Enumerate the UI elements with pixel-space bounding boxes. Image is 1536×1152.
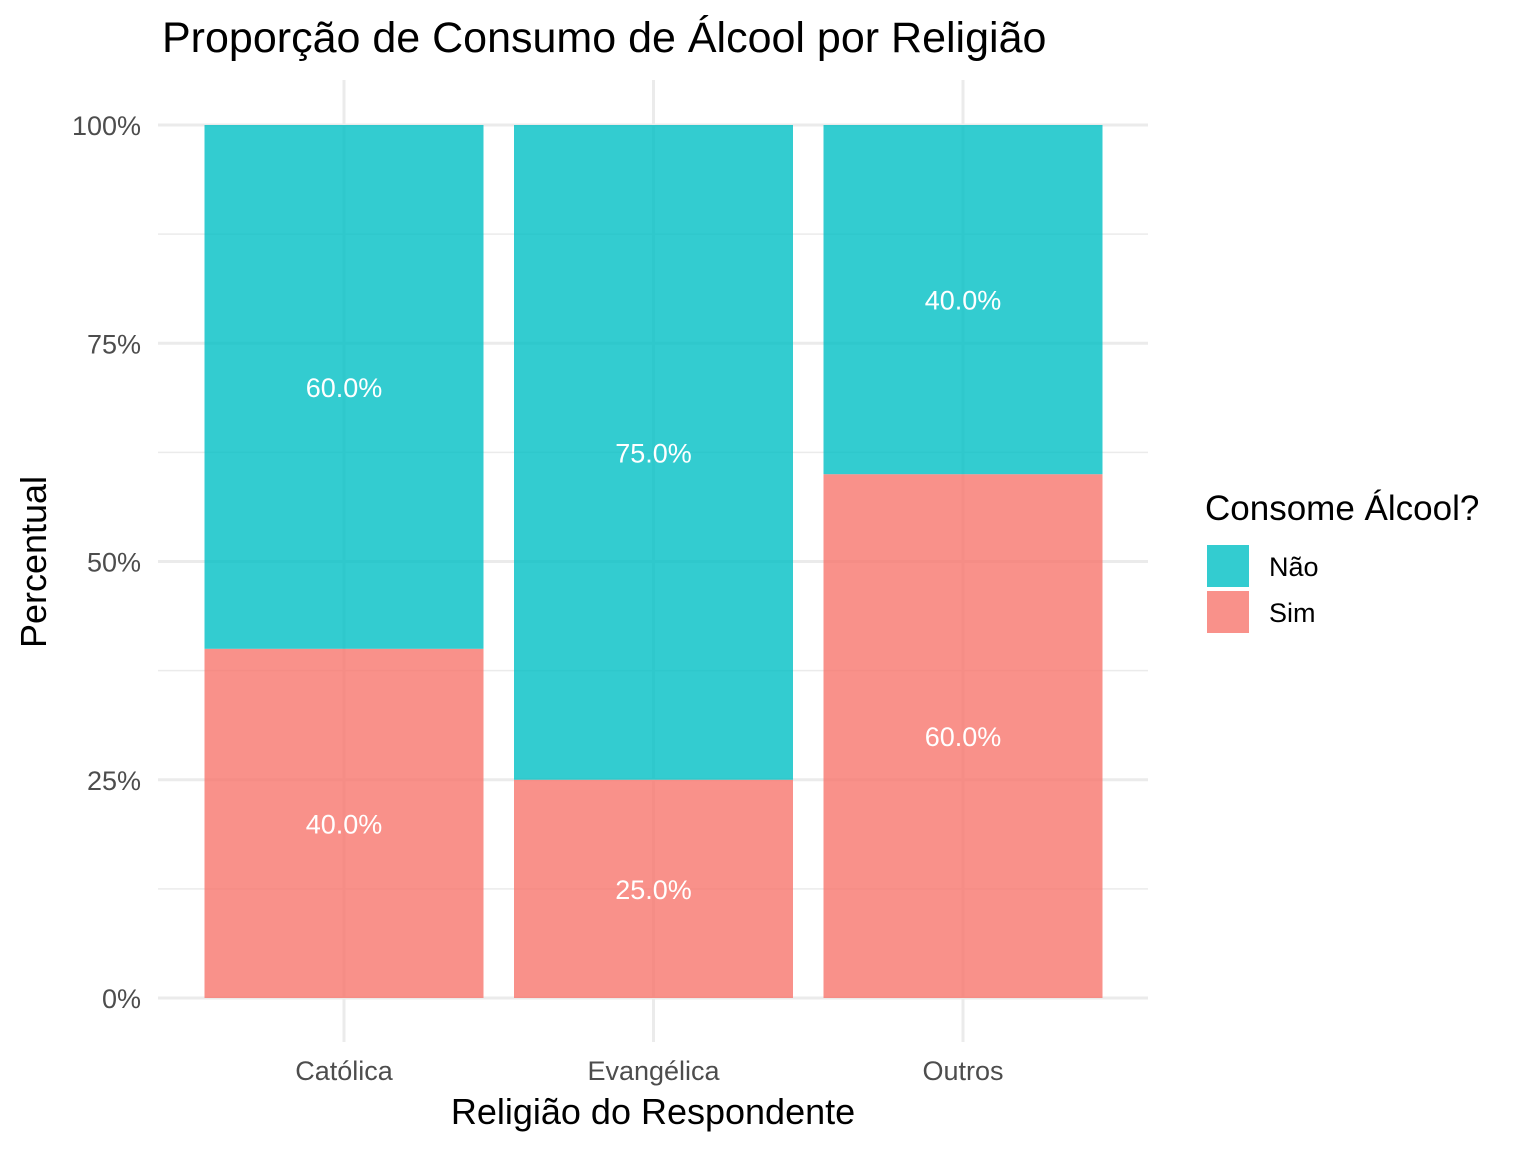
- y-axis-ticks: 0% 25% 50% 75% 100%: [72, 111, 141, 1014]
- bar-value-label: 75.0%: [615, 438, 692, 468]
- bar-data-labels: 40.0% 60.0% 25.0% 75.0% 60.0% 40.0%: [306, 286, 1002, 905]
- y-tick-label: 100%: [72, 111, 141, 141]
- chart-title: Proporção de Consumo de Álcool por Relig…: [162, 14, 1046, 62]
- legend-label: Sim: [1269, 598, 1316, 628]
- legend-title: Consome Álcool?: [1205, 489, 1479, 528]
- bar-sim: [204, 648, 484, 998]
- legend: Consome Álcool? Não Sim: [1205, 489, 1479, 633]
- legend-label: Não: [1269, 552, 1319, 582]
- bar-value-label: 60.0%: [306, 373, 383, 403]
- bar-value-label: 60.0%: [925, 722, 1002, 752]
- legend-key: [1207, 545, 1249, 587]
- x-tick-label: Outros: [922, 1056, 1003, 1086]
- x-tick-label: Católica: [295, 1056, 394, 1086]
- y-tick-label: 25%: [87, 766, 141, 796]
- x-axis-ticks: Católica Evangélica Outros: [295, 1056, 1003, 1086]
- bar-nao: [823, 125, 1103, 475]
- x-tick-label: Evangélica: [587, 1056, 720, 1086]
- bar-value-label: 40.0%: [306, 809, 383, 839]
- bar-sim: [823, 474, 1103, 998]
- bar-nao: [514, 125, 793, 780]
- bar-value-label: 40.0%: [925, 286, 1002, 316]
- bar-value-label: 25.0%: [615, 875, 692, 905]
- bar-sim: [514, 779, 793, 998]
- bars: [204, 125, 1103, 998]
- y-tick-label: 50%: [87, 548, 141, 578]
- x-axis-title: Religião do Respondente: [451, 1091, 855, 1132]
- legend-items: Não Sim: [1207, 545, 1319, 633]
- y-tick-label: 75%: [87, 329, 141, 359]
- bar-nao: [204, 125, 484, 649]
- legend-key: [1207, 591, 1249, 633]
- y-axis-title: Percentual: [13, 476, 54, 648]
- y-tick-label: 0%: [102, 984, 141, 1014]
